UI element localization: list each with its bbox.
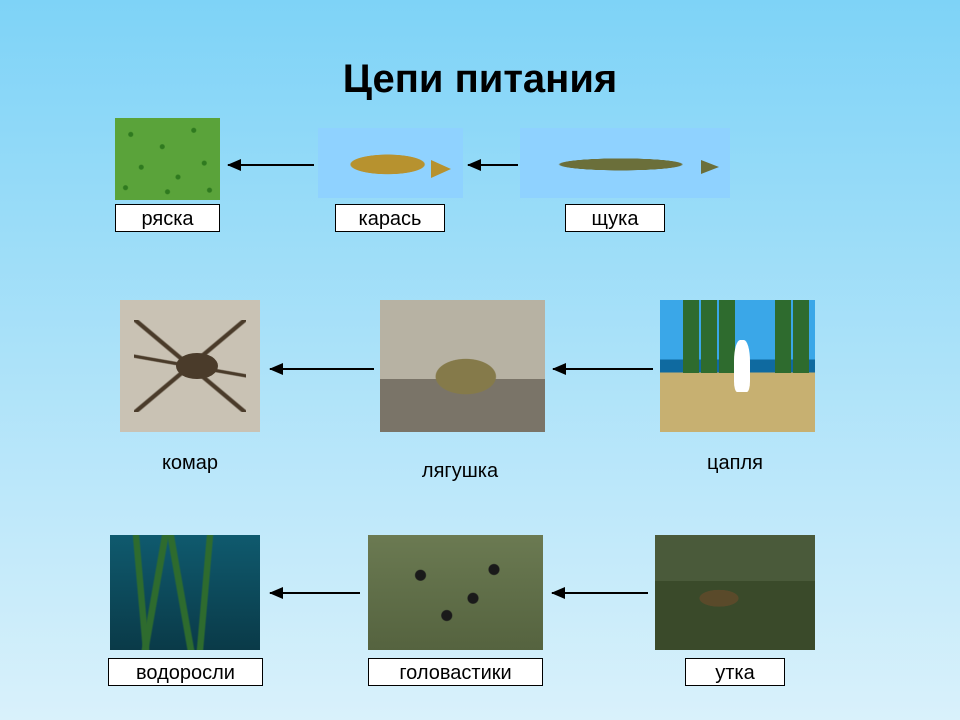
page-title: Цепи питания	[0, 57, 960, 102]
arrow-golovastiki-to-vodorosli	[270, 592, 360, 594]
label-tsaplya: цапля	[695, 452, 775, 475]
pike-icon	[520, 128, 730, 198]
tadpoles-icon	[368, 535, 543, 650]
label-shchuka: щука	[565, 204, 665, 232]
duckweed-icon	[115, 118, 220, 200]
label-golovastiki: головастики	[368, 658, 543, 686]
arrow-karas-to-ryaska	[228, 164, 314, 166]
thumb-utka	[655, 535, 815, 650]
frog-icon	[380, 300, 545, 432]
thumb-shchuka	[520, 128, 730, 198]
duck-icon	[655, 535, 815, 650]
crucian-icon	[318, 128, 463, 198]
arrow-utka-to-golovastiki	[552, 592, 648, 594]
label-vodorosli: водоросли	[108, 658, 263, 686]
thumb-karas	[318, 128, 463, 198]
label-karas: карась	[335, 204, 445, 232]
arrow-shchuka-to-karas	[468, 164, 518, 166]
thumb-ryaska	[115, 118, 220, 200]
label-komar: комар	[145, 452, 235, 475]
label-utka: утка	[685, 658, 785, 686]
diagram-canvas: Цепи питания ряска карась щука комар ляг…	[0, 0, 960, 720]
thumb-tsaplya	[660, 300, 815, 432]
label-lyagushka: лягушка	[405, 460, 515, 483]
heron-icon	[660, 300, 815, 432]
arrow-lyagushka-to-komar	[270, 368, 374, 370]
mosquito-icon	[120, 300, 260, 432]
thumb-lyagushka	[380, 300, 545, 432]
arrow-tsaplya-to-lyagushka	[553, 368, 653, 370]
thumb-vodorosli	[110, 535, 260, 650]
label-ryaska: ряска	[115, 204, 220, 232]
thumb-komar	[120, 300, 260, 432]
algae-icon	[110, 535, 260, 650]
thumb-golovastiki	[368, 535, 543, 650]
